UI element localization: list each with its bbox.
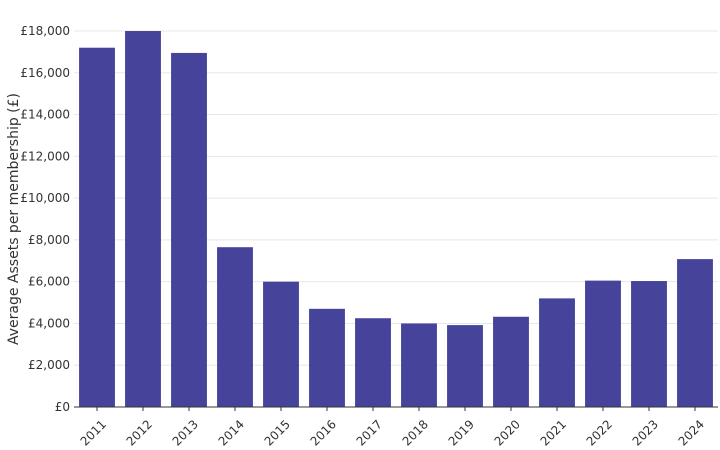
x-tick-label: 2013 [170,417,201,448]
y-tick-label: £14,000 [20,108,70,122]
x-tick-label: 2020 [492,417,523,448]
bar-2015 [263,281,299,407]
x-tick-label: 2012 [124,417,155,448]
bar-2012 [125,31,161,407]
y-tick-label: £2,000 [28,358,70,372]
bar-2016 [309,308,345,407]
y-tick-label: £4,000 [28,316,70,330]
y-tick-label: £0 [55,400,70,414]
x-tick-label: 2017 [354,417,385,448]
bar-2021 [539,298,575,407]
x-tick-label: 2014 [216,417,247,448]
bar-2013 [171,52,207,407]
bar-2011 [79,47,115,407]
y-tick-label: £16,000 [20,66,70,80]
y-axis-title: Average Assets per membership (£) [6,93,22,345]
bar-2023 [631,281,667,407]
gridlines [74,30,718,366]
bar-2014 [217,247,253,407]
x-tick-label: 2022 [584,417,615,448]
x-tick-label: 2021 [538,417,569,448]
bar-2022 [585,280,621,407]
y-tick-label: £8,000 [28,233,70,247]
bars [79,31,713,407]
x-tick-label: 2016 [308,417,339,448]
y-tick-label: £18,000 [20,24,70,38]
bar-2024 [677,259,713,407]
x-tick-label: 2015 [262,417,293,448]
y-tick-label: £10,000 [20,191,70,205]
y-axis-ticks: £0 £2,000 £4,000 £6,000 £8,000 £10,000 £12,000… [20,24,70,414]
y-tick-label: £12,000 [20,149,70,163]
x-tick-label: 2024 [676,417,707,448]
bar-2019 [447,325,483,407]
bar-2020 [493,316,529,407]
x-tick-label: 2019 [446,417,477,448]
x-axis-ticks: 2011 2012 2013 2014 2015 2016 2017 2018 2019 2020… [78,407,707,449]
bar-2018 [401,323,437,407]
x-tick-label: 2023 [630,417,661,448]
x-tick-label: 2018 [400,417,431,448]
y-tick-label: £6,000 [28,275,70,289]
x-tick-label: 2011 [78,417,109,448]
bar-2017 [355,318,391,407]
